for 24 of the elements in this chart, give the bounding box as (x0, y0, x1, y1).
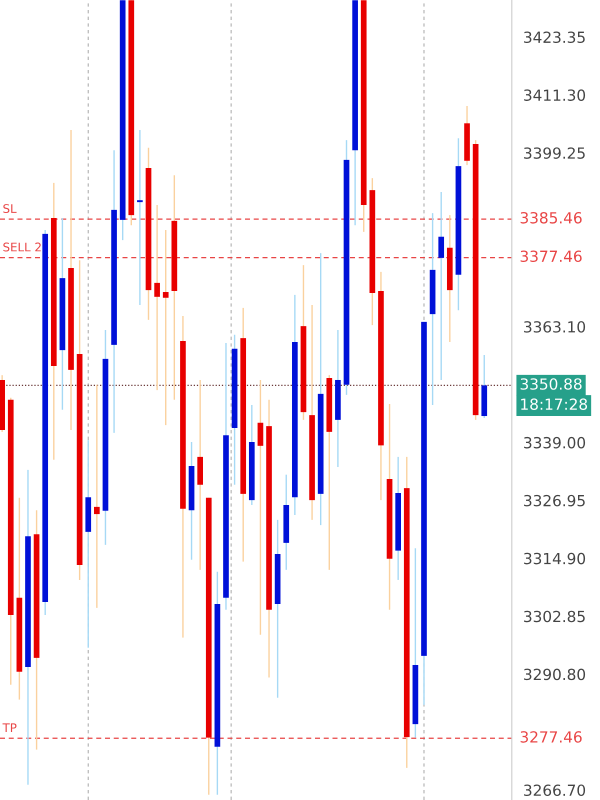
y-tick-label: 3290.80 (524, 668, 586, 680)
text: 3385.46 (520, 212, 582, 224)
candlestick (154, 204, 160, 391)
text: 18:17:28 (521, 398, 588, 410)
candlestick (258, 379, 264, 636)
y-tick-label: 3266.70 (524, 784, 586, 796)
y-tick-label: 3339.00 (524, 436, 586, 448)
candlestick (137, 129, 143, 306)
text: 3350.88 (520, 378, 582, 390)
y-tick-label: 3423.35 (524, 31, 585, 44)
y-tick-label: 3326.95 (524, 494, 585, 506)
y-tick-label: 3411.30 (524, 89, 586, 101)
ref-line-label: SL (3, 204, 17, 214)
ref-line-label: SELL 2 (3, 242, 41, 252)
candlestick (162, 229, 169, 426)
text: 3277.46 (520, 731, 582, 743)
y-tick-label: 3302.85 (524, 610, 585, 622)
candlestick (94, 384, 100, 609)
candlestick (438, 191, 444, 381)
y-tick-label: 3399.25 (524, 147, 585, 159)
text: 3377.46 (520, 250, 582, 262)
y-tick-label: 3363.10 (524, 321, 586, 333)
y-tick-label: 3314.90 (524, 552, 586, 564)
ref-line-label: TP (2, 723, 16, 732)
